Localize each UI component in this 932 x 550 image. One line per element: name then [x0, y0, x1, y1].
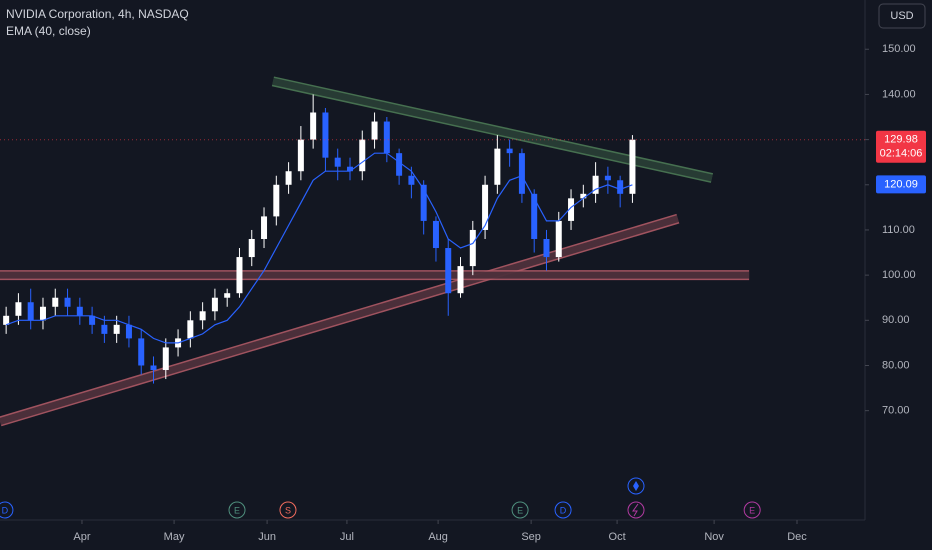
- candle-body: [617, 180, 624, 194]
- candle-body: [52, 297, 59, 307]
- x-tick-label: Aug: [428, 531, 448, 543]
- candle-body: [346, 166, 353, 172]
- x-tick-label: May: [164, 531, 185, 543]
- candle-body: [445, 248, 452, 294]
- candle-body: [273, 184, 280, 217]
- candle-body: [494, 148, 501, 185]
- x-tick-label: Jun: [258, 531, 276, 543]
- candle-body: [101, 324, 108, 334]
- plot-area: [3, 94, 636, 384]
- candle-body: [334, 157, 341, 167]
- y-tick-label: 140.00: [882, 88, 916, 100]
- candle-body: [113, 324, 120, 334]
- x-tick-label: Nov: [704, 531, 724, 543]
- trendlines: [0, 76, 750, 427]
- event-label: D: [560, 505, 567, 515]
- event-icon[interactable]: [0, 501, 14, 519]
- event-icon[interactable]: [228, 501, 246, 519]
- event-label: E: [749, 505, 755, 515]
- candle-body: [531, 193, 538, 239]
- x-tick-label: Apr: [73, 531, 90, 543]
- candle-body: [199, 311, 206, 321]
- x-tick-label: Dec: [787, 531, 807, 543]
- event-label: D: [2, 505, 9, 515]
- candle-body: [150, 365, 157, 371]
- ema-value-label: 120.09: [884, 178, 918, 190]
- event-icon[interactable]: [743, 501, 761, 519]
- y-tick-label: 70.00: [882, 405, 910, 417]
- candle-body: [162, 347, 169, 371]
- chart-title: NVIDIA Corporation, 4h, NASDAQ: [6, 7, 189, 21]
- ema-value-box: [876, 175, 926, 194]
- event-icon[interactable]: [627, 501, 645, 519]
- candle-body: [27, 302, 34, 321]
- candle-body: [89, 315, 96, 325]
- y-tick-label: 100.00: [882, 269, 916, 281]
- candle-body: [469, 229, 476, 267]
- event-icon[interactable]: [279, 501, 297, 519]
- candle-body: [432, 220, 439, 249]
- candle-body: [64, 297, 71, 307]
- candle-body: [248, 238, 255, 258]
- candle-body: [138, 338, 145, 366]
- x-tick-label: Jul: [340, 531, 354, 543]
- candle-body: [371, 121, 378, 140]
- candle-body: [224, 293, 231, 298]
- x-tick-label: Oct: [609, 531, 626, 543]
- last-price-label: 129.98: [884, 134, 918, 146]
- candle-body: [261, 216, 268, 239]
- candle-body: [592, 175, 599, 194]
- trendline: [0, 215, 679, 425]
- candle-body: [236, 257, 243, 294]
- candle-body: [15, 302, 22, 316]
- y-tick-label: 150.00: [882, 43, 916, 55]
- currency-button[interactable]: [878, 3, 926, 29]
- trendline: [272, 77, 713, 182]
- candle-body: [396, 153, 403, 176]
- candle-body: [3, 315, 10, 325]
- candle-body: [555, 220, 562, 258]
- candle-body: [76, 306, 83, 316]
- event-label: S: [285, 505, 291, 515]
- event-glyph: [633, 481, 639, 491]
- event-label: E: [234, 505, 240, 515]
- candle-body: [629, 139, 636, 194]
- ema-line: [5, 152, 633, 344]
- candle-body: [211, 297, 218, 312]
- candle-body: [518, 153, 525, 194]
- y-tick-label: 90.00: [882, 314, 910, 326]
- candle-body: [506, 148, 513, 154]
- x-tick-label: Sep: [521, 531, 541, 543]
- y-tick-label: 110.00: [882, 224, 915, 236]
- event-icon[interactable]: [511, 501, 529, 519]
- candle-body: [568, 198, 575, 221]
- last-price-box: [876, 130, 926, 163]
- candle-body: [482, 184, 489, 230]
- candle-body: [543, 238, 550, 258]
- candle-body: [420, 184, 427, 221]
- candle-body: [604, 175, 611, 181]
- event-label: E: [517, 505, 523, 515]
- candle-body: [383, 121, 390, 154]
- indicator-label: EMA (40, close): [6, 24, 91, 38]
- event-glyph: [632, 503, 639, 517]
- candle-body: [580, 193, 587, 199]
- candle-body: [125, 324, 132, 339]
- candle-body: [39, 306, 46, 321]
- candle-body: [359, 139, 366, 172]
- candle-body: [310, 112, 317, 140]
- candle-body: [322, 112, 329, 158]
- event-icon[interactable]: [554, 501, 572, 519]
- candle-body: [297, 139, 304, 172]
- candle-body: [285, 171, 292, 185]
- y-tick-label: 80.00: [882, 359, 910, 371]
- currency-label: USD: [890, 10, 913, 22]
- candle-body: [457, 266, 464, 294]
- candle-body: [408, 175, 415, 185]
- countdown-label: 02:14:06: [880, 148, 923, 160]
- candle-body: [187, 320, 194, 339]
